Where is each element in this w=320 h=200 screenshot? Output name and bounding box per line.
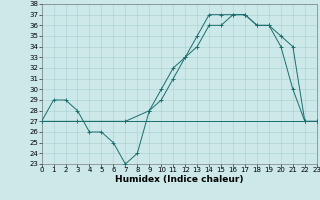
X-axis label: Humidex (Indice chaleur): Humidex (Indice chaleur): [115, 175, 244, 184]
